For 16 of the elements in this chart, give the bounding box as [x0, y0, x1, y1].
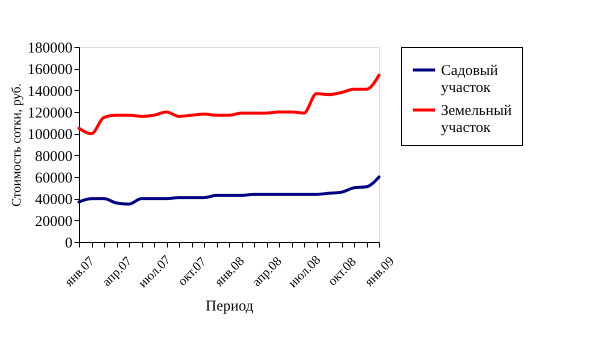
y-tick-label: 120000	[28, 106, 72, 122]
y-tick-label: 160000	[28, 62, 72, 78]
y-tick-label: 40000	[35, 192, 72, 208]
y-tick-label: 60000	[35, 170, 72, 186]
line-series	[78, 176, 380, 206]
x-axis-title: Период	[206, 298, 254, 314]
y-tick-label: 20000	[35, 214, 72, 230]
line-series	[78, 74, 380, 136]
legend-label: Земельный участок	[441, 103, 512, 136]
y-tick-label: 0	[65, 236, 72, 252]
legend-label: Садовый участок	[441, 63, 498, 96]
y-axis-title: Стоимость сотки, руб.	[8, 83, 24, 207]
y-tick-label: 80000	[35, 148, 72, 165]
y-tick-label: 140000	[28, 84, 72, 100]
y-tick-label: 100000	[28, 127, 72, 144]
y-tick-label: 180000	[28, 40, 72, 56]
